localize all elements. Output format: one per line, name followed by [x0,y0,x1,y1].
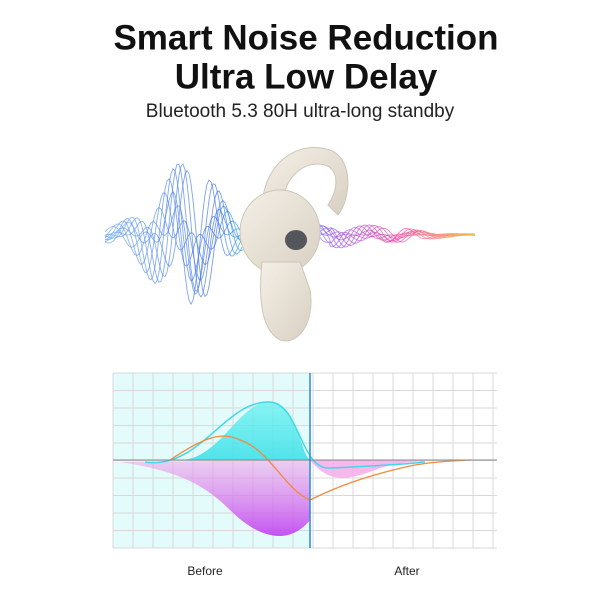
subtitle: Bluetooth 5.3 80H ultra-long standby [146,101,455,122]
earbud [239,146,349,342]
after-area [310,460,425,478]
chart-label: Before [187,564,223,578]
earbud-hook [261,146,349,216]
earbud-speaker [285,230,307,250]
peak-area [180,401,312,460]
title-line: Smart Noise Reduction [113,18,498,57]
comparison-chart [112,372,497,549]
title-line: Ultra Low Delay [175,57,438,96]
earbud-body [239,189,321,275]
chart-label: After [394,564,419,578]
before-area [120,460,310,537]
earbud-stem [260,261,312,342]
